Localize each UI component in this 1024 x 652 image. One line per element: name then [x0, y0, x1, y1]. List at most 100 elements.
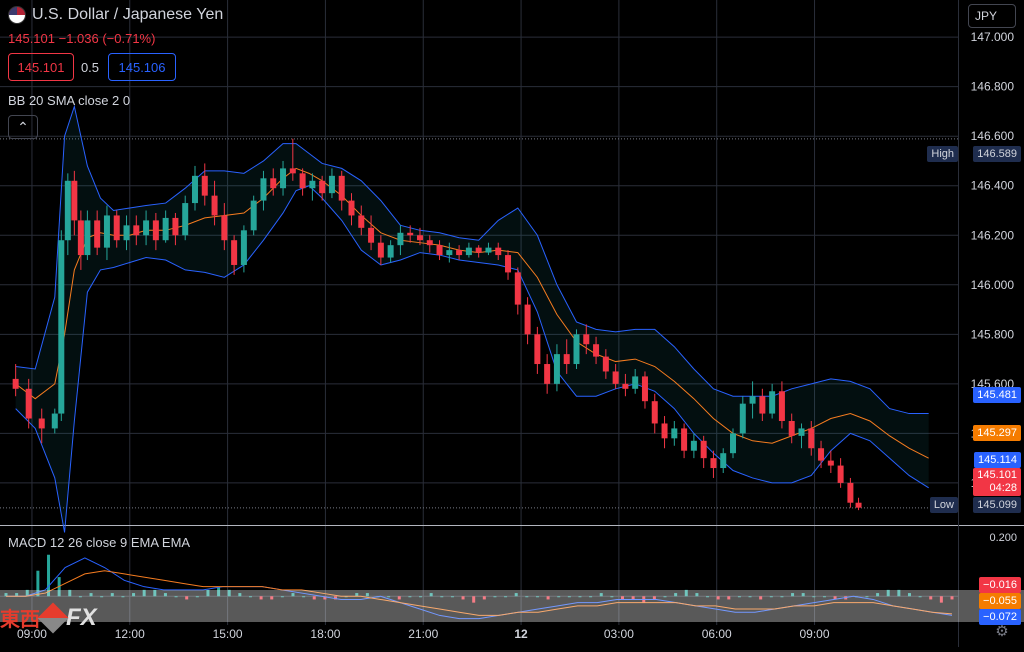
bb-band-fill	[15, 106, 929, 533]
candle-body	[759, 396, 766, 414]
x-tick-label: 15:00	[213, 627, 243, 641]
chevron-up-icon: ⌃	[17, 118, 29, 135]
macd-hist-bar	[780, 596, 784, 598]
macd-hist-bar	[121, 596, 125, 598]
candle-body	[710, 458, 717, 469]
macd-hist-bar	[599, 593, 603, 597]
symbol-title: U.S. Dollar / Japanese Yen	[32, 6, 224, 23]
macd-hist-bar	[578, 596, 582, 598]
macd-hist-bar	[897, 589, 901, 597]
candle-body	[847, 482, 854, 503]
spread-value: 0.5	[80, 59, 100, 75]
last-price-value: 145.101	[977, 469, 1017, 481]
macd-hist-bar	[227, 589, 231, 597]
sell-button[interactable]: 145.101	[8, 53, 74, 81]
candle-body	[328, 175, 335, 194]
macd-hist-bar	[387, 596, 391, 598]
broker-logo: 東西 FX	[0, 601, 97, 634]
candle-body	[358, 215, 365, 228]
candle-body	[720, 453, 727, 469]
macd-hist-bar	[36, 570, 40, 597]
macd-hist-bar	[791, 593, 795, 597]
macd-hist-bar	[185, 596, 189, 600]
macd-hist-bar	[47, 554, 51, 597]
candle-body	[58, 240, 65, 414]
candle-body	[700, 440, 707, 459]
candle-body	[231, 240, 238, 265]
macd-hist-bar	[163, 593, 167, 597]
macd-hist-bar	[759, 596, 763, 600]
macd-hist-bar	[663, 596, 667, 598]
candle-body	[778, 391, 785, 421]
candle-body	[387, 245, 394, 258]
macd-hist-bar	[620, 596, 624, 600]
macd-hist-bar	[355, 593, 359, 597]
candle-body	[818, 448, 825, 461]
macd-hist-bar	[631, 596, 635, 600]
gear-icon[interactable]: ⚙	[995, 623, 1009, 640]
low-value-tag: 145.099	[973, 497, 1021, 513]
macd-hist-bar	[238, 593, 242, 597]
candle-body	[211, 195, 218, 216]
y-tick-label: 146.400	[971, 179, 1015, 193]
candle-body	[769, 391, 776, 414]
macd-hist-bar	[15, 593, 19, 597]
currency-select[interactable]: JPY	[968, 4, 1016, 28]
macd-hist-bar	[535, 596, 539, 598]
macd-hist-bar	[217, 586, 221, 597]
candle-body	[612, 371, 619, 384]
candle-body	[299, 173, 306, 189]
candle-body	[602, 356, 609, 372]
x-tick-label: 18:00	[310, 627, 340, 641]
candle-body	[133, 225, 140, 236]
candle-body	[456, 250, 463, 256]
macd-hist-bar	[291, 593, 295, 597]
macd-hist-bar	[886, 589, 890, 597]
buy-button[interactable]: 145.106	[108, 53, 176, 81]
macd-hist-bar	[769, 596, 773, 598]
watermark-band	[0, 590, 1024, 622]
macd-hist-bar	[557, 596, 561, 598]
candle-body	[162, 217, 169, 241]
macd-hist-bar	[68, 589, 72, 597]
macd-hist-bar	[142, 589, 146, 597]
candle-body	[84, 220, 91, 256]
logo-cn-text: 東西	[0, 609, 40, 631]
macd-hist-bar	[280, 596, 284, 598]
bb-lower-tag: 145.114	[974, 452, 1021, 468]
x-tick-label: 06:00	[702, 627, 732, 641]
macd-hist-bar	[312, 596, 316, 600]
bb-indicator-label[interactable]: BB 20 SMA close 2 0	[8, 93, 131, 108]
macd-hist-bar	[408, 596, 412, 598]
candle-body	[182, 203, 189, 236]
macd-hist-bar	[78, 596, 82, 598]
candle-body	[191, 175, 198, 204]
collapse-indicators-button[interactable]: ⌃	[8, 115, 38, 139]
macd-indicator-label[interactable]: MACD 12 26 close 9 EMA EMA	[8, 535, 191, 550]
macd-hist-bar	[822, 596, 826, 598]
candle-body	[495, 247, 502, 256]
macd-hist-bar	[727, 596, 731, 600]
macd-line-tag: −0.072	[979, 609, 1021, 625]
candle-body	[416, 235, 423, 241]
macd-hist-bar	[323, 596, 327, 600]
macd-hist-bar	[174, 596, 178, 598]
candle-body	[280, 168, 287, 189]
candle-body	[855, 502, 862, 508]
y-tick-label: 146.600	[971, 129, 1015, 143]
macd-hist-bar	[865, 596, 869, 598]
candle-body	[534, 334, 541, 365]
bb-upper-line	[15, 104, 929, 415]
candle-body	[71, 180, 78, 221]
macd-hist-bar	[429, 593, 433, 597]
candle-body	[749, 396, 756, 404]
candle-body	[798, 428, 805, 436]
candle-body	[739, 403, 746, 434]
macd-hist-bar	[206, 589, 210, 597]
candle-body	[172, 217, 179, 236]
last-price-tag: 145.101 04:28	[973, 468, 1021, 496]
macd-hist-bar	[89, 593, 93, 597]
macd-hist-bar	[397, 596, 401, 600]
macd-hist-bar	[4, 593, 8, 597]
candle-body	[505, 255, 512, 273]
